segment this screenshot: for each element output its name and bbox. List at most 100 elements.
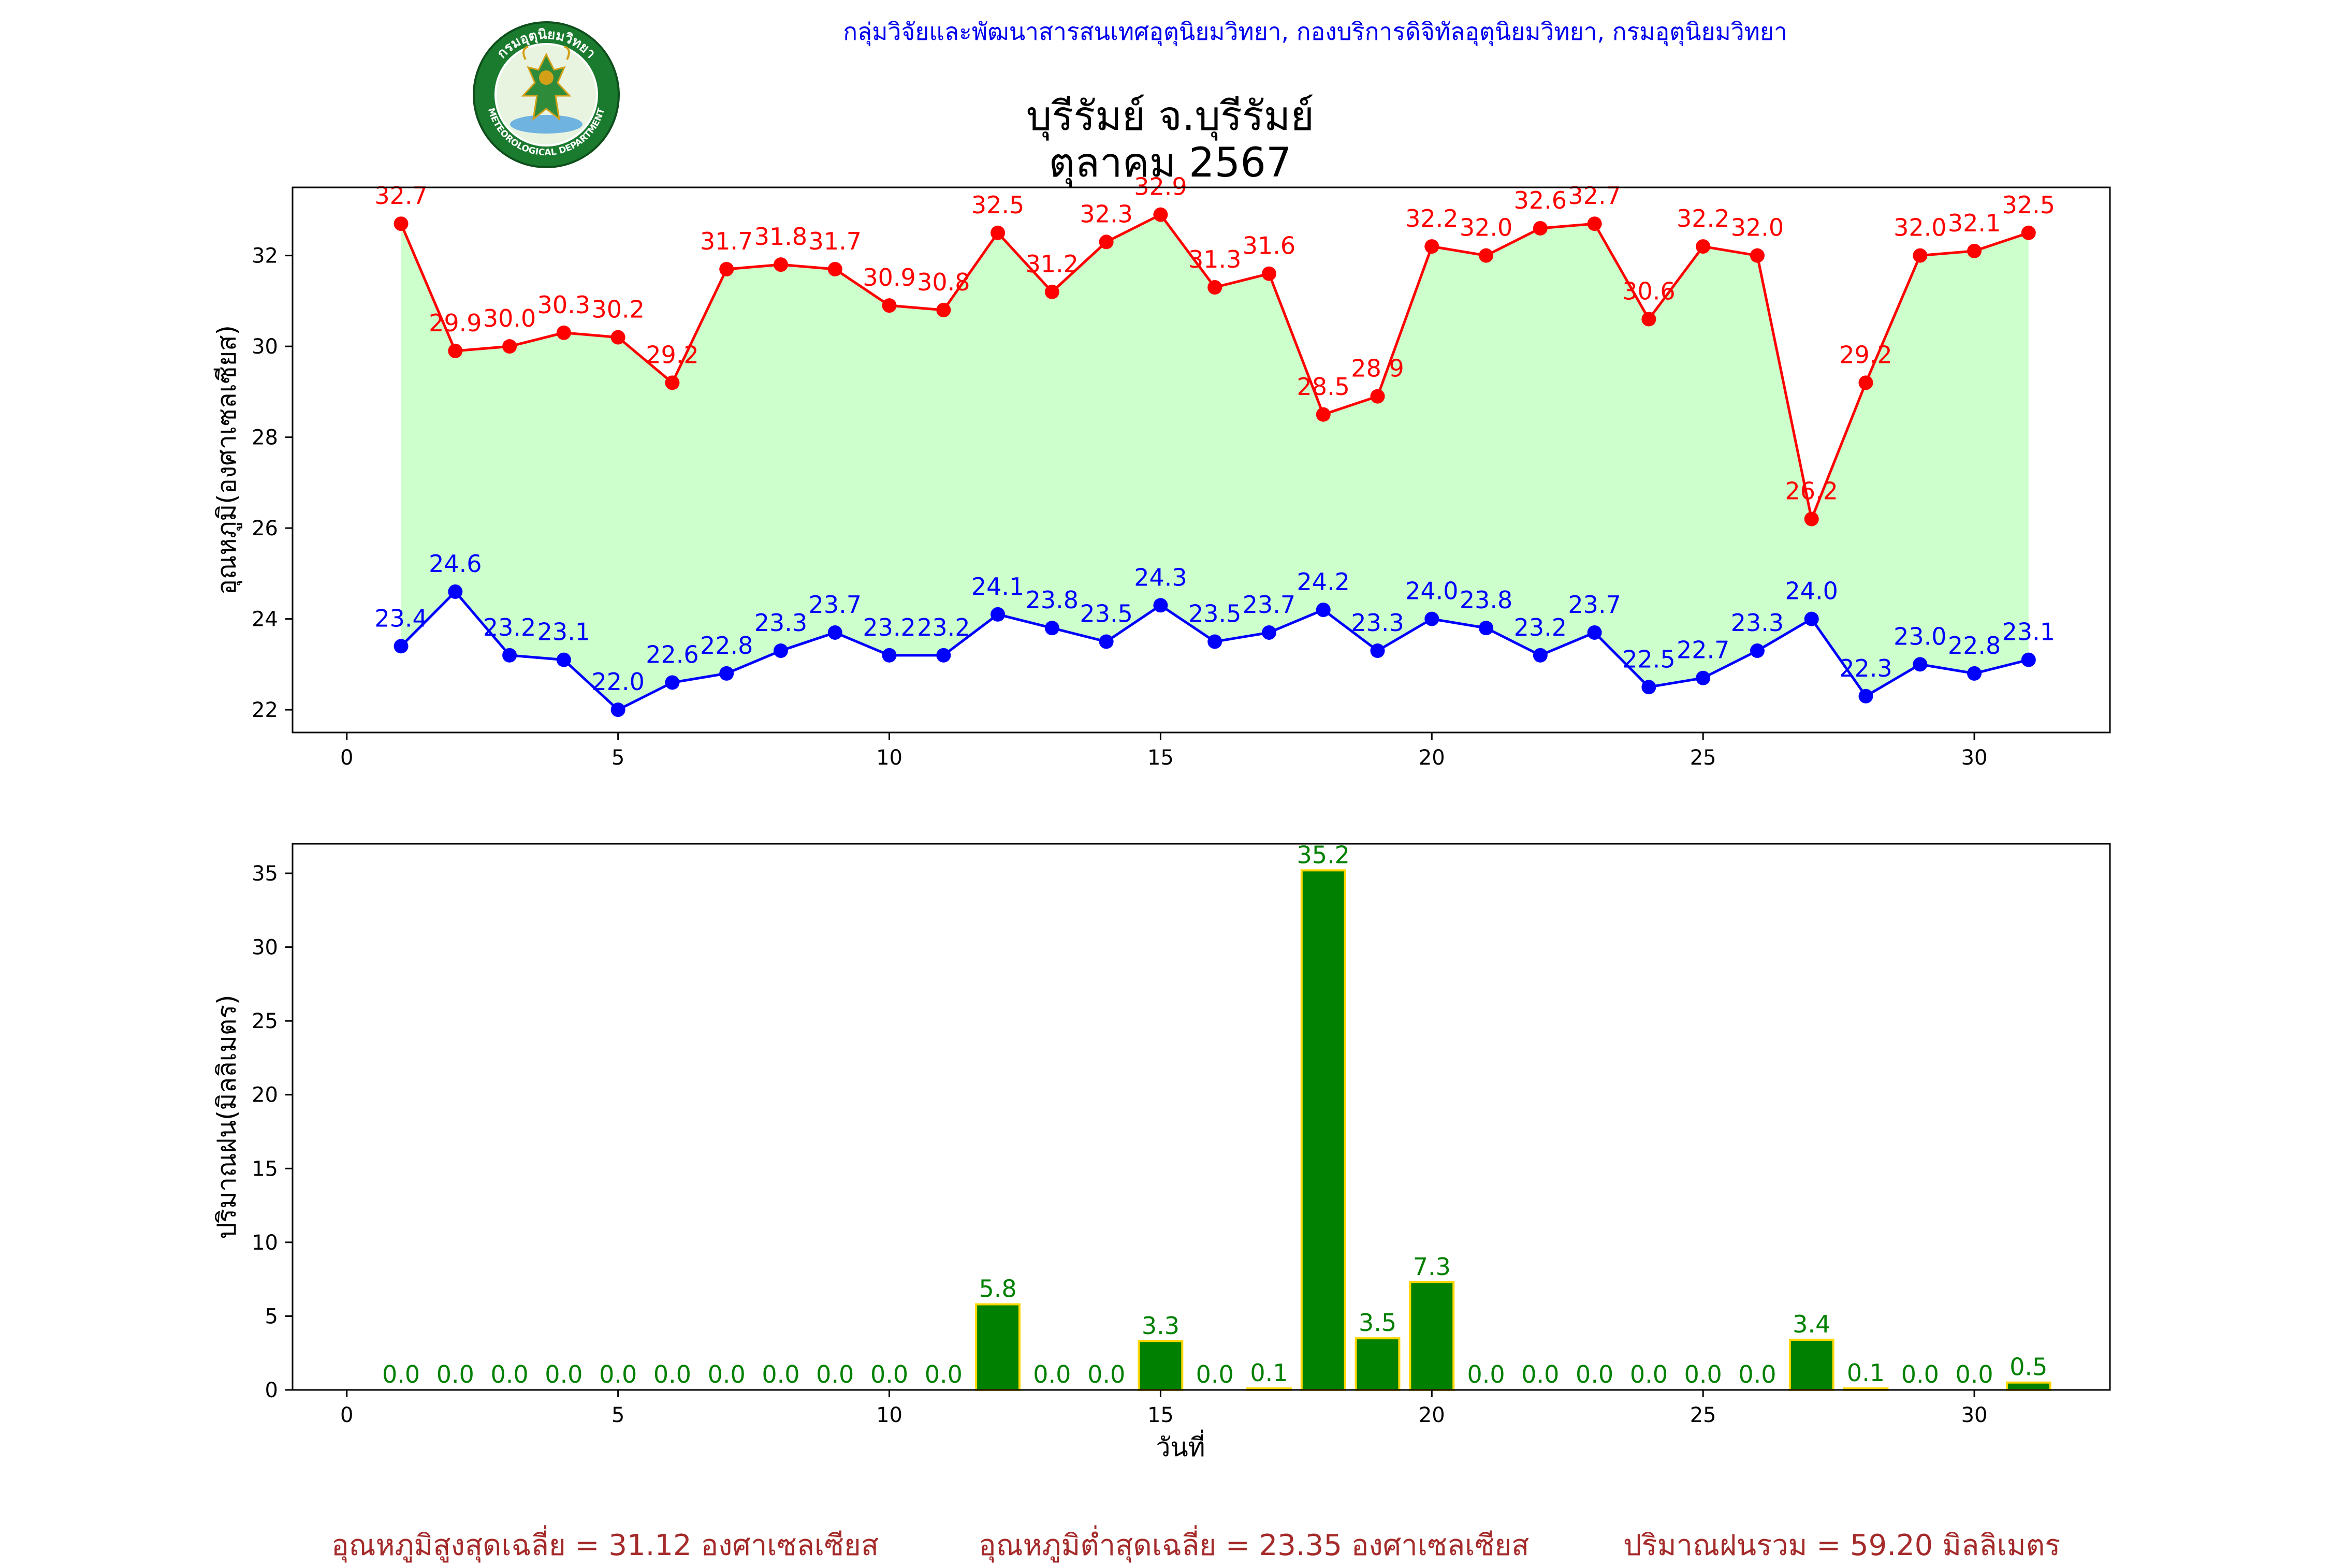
max-temp-label: 32.1 [1948,209,2001,237]
max-temp-label: 28.5 [1297,373,1350,401]
min-temp-point [448,584,463,599]
y-tick-label: 26 [252,517,278,540]
y-tick-label: 5 [265,1305,278,1328]
min-temp-label: 22.8 [1948,632,2001,660]
min-temp-label: 23.2 [863,613,915,641]
y-tick-label: 10 [252,1231,278,1255]
max-temp-point [1913,248,1928,263]
rain-value-label: 0.0 [1630,1360,1668,1388]
min-temp-point [665,675,680,690]
min-temp-point [1099,634,1114,649]
max-temp-point [665,375,680,390]
max-temp-point [1099,235,1114,250]
x-tick-label: 10 [876,746,902,770]
min-temp-point [1641,680,1656,695]
x-axis-label: วันที่ [1156,1430,1205,1462]
min-temp-label: 23.7 [809,591,862,619]
min-temp-label: 24.2 [1297,568,1350,596]
rain-bar [1355,1337,1401,1391]
max-temp-label: 32.0 [1460,214,1512,242]
rain-value-label: 0.0 [708,1360,746,1388]
x-tick-label: 5 [611,1403,624,1427]
rain-value-label: 0.0 [599,1360,637,1388]
min-temp-point [719,666,734,681]
min-temp-point [1913,657,1928,672]
max-temp-label: 28.9 [1351,355,1404,383]
min-temp-label: 22.3 [1839,654,1892,682]
min-temp-point [1261,625,1276,640]
rain-bar [1409,1281,1455,1391]
min-temp-label: 22.5 [1622,645,1675,673]
min-temp-label: 23.3 [1351,609,1404,637]
min-temp-point [827,625,842,640]
rain-value-label: 0.0 [925,1360,963,1388]
max-temp-point [1316,407,1331,422]
max-temp-label: 31.3 [1188,245,1241,273]
max-temp-point [1533,221,1548,236]
max-temp-point [556,325,571,340]
min-temp-point [1044,621,1059,636]
max-temp-label: 30.2 [591,296,644,324]
min-temp-point [1479,621,1494,636]
min-temp-point [502,648,517,663]
max-temp-point [1750,248,1765,263]
rain-value-label: 0.0 [1521,1360,1559,1388]
min-temp-point [1153,598,1168,613]
min-temp-label: 23.8 [1460,586,1512,614]
rain-value-label: 0.0 [1738,1360,1776,1388]
rain-value-label: 3.3 [1142,1312,1179,1340]
rain-bar [1788,1339,1834,1391]
max-temp-point [448,343,463,358]
max-temp-label: 30.3 [537,291,590,319]
max-temp-point [394,216,409,231]
y-axis-label: ปริมาณฝน(มิลลิเมตร) [212,994,242,1239]
rain-value-label: 35.2 [1297,841,1350,869]
min-temp-point [1967,666,1982,681]
max-temp-point [991,225,1006,240]
y-tick-label: 22 [252,698,278,722]
y-tick-label: 0 [265,1379,278,1402]
organization-line: กลุ่มวิจัยและพัฒนาสารสนเทศอุตุนิยมวิทยา,… [843,18,1787,46]
rain-value-label: 3.5 [1359,1309,1396,1337]
x-tick-label: 30 [1961,746,1988,770]
rain-value-label: 0.1 [1250,1359,1288,1387]
max-temp-label: 32.7 [374,182,427,210]
min-temp-point [882,648,897,663]
avg-min-temp-summary: อุณหภูมิต่ำสุดเฉลี่ย = 23.35 องศาเซลเซีย… [979,1529,1530,1562]
max-temp-label: 32.2 [1677,204,1729,232]
min-temp-label: 23.2 [1514,613,1567,641]
min-temp-label: 23.4 [374,604,427,632]
max-temp-point [1207,280,1222,295]
min-temp-label: 23.3 [1731,609,1784,637]
min-temp-point [773,643,788,658]
min-temp-label: 22.0 [591,668,644,696]
rain-bar [1300,869,1346,1391]
min-temp-label: 24.0 [1785,577,1838,605]
max-temp-point [2021,225,2036,240]
min-temp-point [1750,643,1765,658]
max-temp-point [1370,389,1385,404]
min-temp-label: 24.1 [971,573,1024,600]
min-temp-label: 23.8 [1026,586,1079,614]
min-temp-point [1587,625,1602,640]
y-axis-label: อุณหภูมิ(องศาเซลเซียส) [212,325,242,595]
meteorological-department-logo: กรมอุตุนิยมวิทยา METEOROLOGICAL DEPARTME… [473,21,620,168]
rain-value-label: 0.0 [1087,1360,1125,1388]
x-tick-label: 15 [1147,746,1174,770]
rain-value-label: 0.0 [816,1360,854,1388]
rain-value-label: 7.3 [1413,1253,1451,1281]
rain-value-label: 0.5 [2009,1353,2047,1381]
rain-value-label: 0.0 [870,1360,908,1388]
max-temp-point [502,339,517,354]
y-tick-label: 28 [252,426,278,450]
min-temp-label: 23.1 [2002,618,2055,646]
min-temp-label: 24.0 [1405,577,1458,605]
max-temp-label: 29.2 [646,341,698,369]
max-temp-point [719,261,734,276]
y-tick-label: 30 [252,936,278,960]
max-temp-point [1479,248,1494,263]
max-temp-point [1696,239,1711,254]
chart-title-month: ตุลาคม 2567 [1048,140,1292,186]
max-temp-point [1587,216,1602,231]
x-tick-label: 10 [876,1403,902,1427]
